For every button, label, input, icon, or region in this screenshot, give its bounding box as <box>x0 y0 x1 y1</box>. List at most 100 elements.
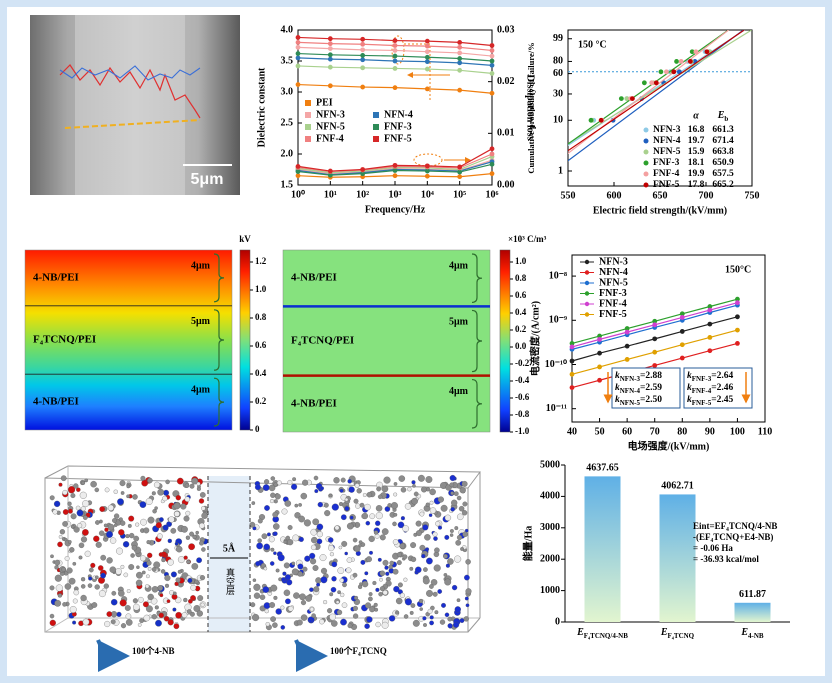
atom <box>310 544 317 551</box>
atom <box>146 574 150 579</box>
legend-marker <box>584 301 590 307</box>
atom <box>429 620 434 626</box>
sem-band <box>75 15 185 195</box>
atom <box>110 598 118 606</box>
atom <box>444 612 450 618</box>
atom <box>392 568 399 575</box>
atom <box>273 523 280 530</box>
sem-image: 5μm <box>30 15 240 195</box>
colorbar-tick-label: -0.8 <box>515 409 530 419</box>
atom <box>151 567 157 572</box>
x-tick-label: 90 <box>705 426 715 437</box>
y-tick-label: 60 <box>553 68 563 79</box>
atom <box>78 542 85 549</box>
y-tick-label: 1 <box>558 165 563 176</box>
atom <box>348 486 355 493</box>
atom <box>104 527 109 532</box>
atom <box>67 508 73 514</box>
data-point <box>327 41 333 47</box>
atom <box>373 530 379 535</box>
atom <box>352 613 359 619</box>
atom <box>269 499 275 504</box>
atom <box>192 534 197 540</box>
y-tick-label: 1.5 <box>281 179 294 190</box>
layer-label: 4-NB/PEI <box>291 272 337 284</box>
slope-label: kNFN-3=2.88 <box>615 371 662 382</box>
data-point <box>295 35 301 40</box>
table-value: 663.8 <box>712 147 734 157</box>
x-tick-label: 10⁶ <box>486 189 499 200</box>
data-point <box>707 304 713 309</box>
atom <box>67 540 72 544</box>
atom <box>319 554 327 562</box>
atom <box>388 615 396 622</box>
atom <box>337 590 341 595</box>
colorbar-tick-label: -0.2 <box>515 358 530 368</box>
sem-trace <box>59 65 201 81</box>
atom <box>465 588 472 595</box>
atom <box>369 513 376 520</box>
fit-line <box>568 30 729 155</box>
atom <box>253 592 261 599</box>
x-tick-label: EF₄TCNQ/4-NB <box>576 627 628 639</box>
atom <box>157 533 163 540</box>
atom <box>368 596 373 602</box>
atom <box>382 559 389 566</box>
data-point <box>569 341 575 346</box>
data-point <box>360 41 366 47</box>
atom <box>76 509 84 517</box>
atom <box>423 623 427 627</box>
atom <box>177 569 182 574</box>
atom <box>385 571 390 576</box>
atom <box>90 562 96 568</box>
atom <box>397 582 403 588</box>
data-point <box>392 168 398 173</box>
atom <box>392 539 399 545</box>
atom <box>249 521 256 528</box>
atom <box>429 488 436 496</box>
atom <box>462 501 468 507</box>
legend-label: FNF-4 <box>599 298 627 309</box>
atom <box>320 567 328 574</box>
atom <box>145 584 150 589</box>
y-tick-label: 2.5 <box>281 117 294 128</box>
atom <box>316 582 321 587</box>
atom <box>122 541 130 548</box>
atom <box>434 610 439 615</box>
atom <box>154 506 158 510</box>
data-point <box>624 326 630 331</box>
atom <box>64 556 70 561</box>
data-point <box>735 327 740 333</box>
colorbar-tick-label: 0.6 <box>515 290 527 300</box>
atom <box>392 521 397 527</box>
atom <box>331 561 338 568</box>
atom <box>126 484 131 489</box>
atom <box>131 544 138 551</box>
atom <box>444 514 452 521</box>
atom <box>151 614 157 620</box>
legend-marker <box>373 112 379 118</box>
atom <box>69 606 77 613</box>
atom <box>106 530 113 538</box>
data-point <box>664 69 669 75</box>
data-point <box>295 55 301 61</box>
table-value: 671.4 <box>712 136 734 146</box>
atom <box>393 492 398 497</box>
atom <box>329 552 334 557</box>
atom <box>73 589 80 596</box>
atom <box>454 526 459 531</box>
atom <box>153 481 161 488</box>
atom <box>410 603 416 608</box>
table-value: 665.2 <box>712 180 734 190</box>
atom <box>358 540 363 545</box>
atom <box>296 619 303 626</box>
y2-tick-label: 0.01 <box>497 128 515 139</box>
atom <box>308 619 313 623</box>
atom <box>462 531 468 538</box>
atom <box>444 578 452 586</box>
atom <box>465 603 470 608</box>
data-point <box>392 173 398 179</box>
atom <box>201 547 206 552</box>
atom <box>287 525 293 530</box>
atom <box>145 498 153 505</box>
